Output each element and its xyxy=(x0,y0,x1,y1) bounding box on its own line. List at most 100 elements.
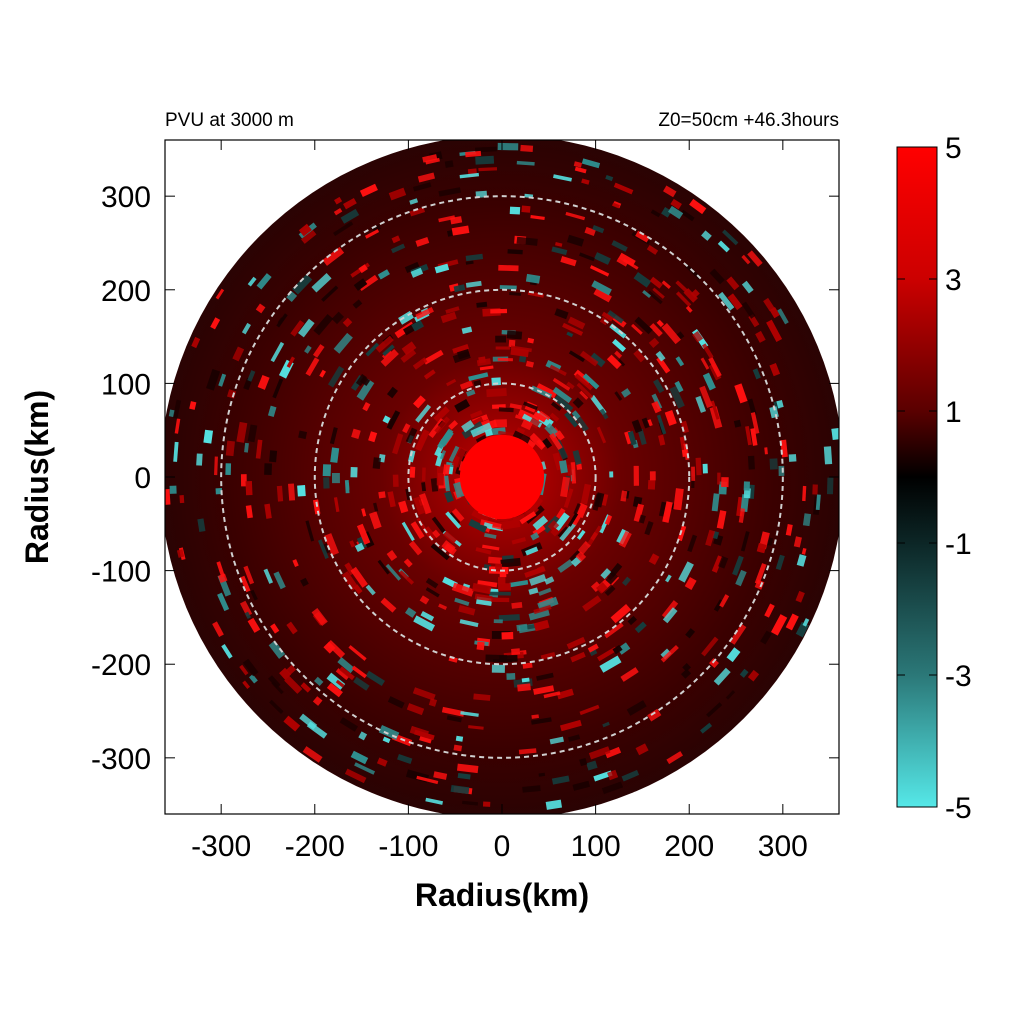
positive-pv-patch xyxy=(747,250,763,267)
positive-pv-patch xyxy=(764,603,775,618)
positive-pv-patch xyxy=(380,348,399,367)
positive-pv-patch xyxy=(179,495,185,504)
positive-pv-patch xyxy=(472,583,492,595)
positive-pv-patch xyxy=(523,502,539,517)
negative-pv-patch xyxy=(365,670,385,687)
positive-pv-patch xyxy=(409,466,416,478)
positive-pv-patch xyxy=(272,378,284,399)
positive-pv-patch xyxy=(562,322,584,336)
positive-pv-patch xyxy=(479,365,494,371)
positive-pv-patch xyxy=(570,462,577,484)
positive-pv-patch xyxy=(605,571,619,585)
positive-pv-patch xyxy=(633,349,646,363)
y-tick-label: 100 xyxy=(101,368,151,401)
positive-pv-patch xyxy=(388,187,407,201)
negative-pv-patch xyxy=(525,273,541,284)
positive-pv-patch xyxy=(269,450,278,463)
negative-pv-patch xyxy=(633,272,652,288)
x-tick-label: -300 xyxy=(191,830,251,863)
negative-pv-patch xyxy=(660,648,672,660)
positive-pv-patch xyxy=(487,556,502,565)
positive-pv-patch xyxy=(257,374,270,390)
positive-pv-patch xyxy=(350,566,368,588)
positive-pv-patch xyxy=(529,432,547,450)
negative-pv-patch xyxy=(621,576,631,586)
y-tick-label: -300 xyxy=(91,743,151,776)
negative-pv-patch xyxy=(409,198,419,205)
positive-pv-patch xyxy=(331,311,345,325)
positive-pv-patch xyxy=(681,449,688,457)
positive-pv-patch xyxy=(760,630,772,645)
positive-pv-patch xyxy=(413,496,426,515)
positive-pv-patch xyxy=(210,317,221,330)
positive-pv-patch xyxy=(530,214,545,221)
positive-pv-patch xyxy=(247,617,261,633)
negative-pv-patch xyxy=(589,352,606,368)
positive-pv-patch xyxy=(604,622,624,639)
negative-pv-patch xyxy=(249,674,258,684)
positive-pv-patch xyxy=(271,681,284,695)
y-axis-ticks: 300 200 100 0 -100 -200 -300 xyxy=(91,181,839,776)
positive-pv-patch xyxy=(604,585,616,597)
negative-pv-patch xyxy=(299,713,318,730)
negative-pv-patch xyxy=(413,615,436,632)
positive-pv-patch xyxy=(404,261,420,274)
negative-pv-patch xyxy=(453,481,465,498)
positive-pv-patch xyxy=(324,533,339,556)
positive-pv-patch xyxy=(446,378,457,387)
positive-pv-patch xyxy=(656,319,664,328)
positive-pv-patch xyxy=(401,341,417,356)
negative-pv-patch xyxy=(196,453,203,466)
y-tick-label: 200 xyxy=(101,275,151,308)
positive-pv-patch xyxy=(421,482,427,492)
colorbar: 5 3 1 -1 -3 -5 xyxy=(896,132,972,825)
negative-pv-patch xyxy=(292,274,313,295)
positive-pv-patch xyxy=(239,664,249,676)
negative-pv-patch xyxy=(311,273,332,293)
negative-pv-patch xyxy=(331,472,340,484)
positive-pv-patch xyxy=(428,698,438,707)
positive-pv-patch xyxy=(618,530,632,548)
positive-pv-patch xyxy=(511,537,526,545)
positive-pv-patch xyxy=(392,474,399,487)
negative-pv-patch xyxy=(553,394,574,413)
negative-pv-patch xyxy=(525,546,539,556)
negative-pv-patch xyxy=(674,380,684,393)
negative-pv-patch xyxy=(743,488,751,499)
negative-pv-patch xyxy=(434,263,450,274)
positive-pv-patch xyxy=(627,615,637,626)
negative-pv-patch xyxy=(701,230,712,241)
positive-pv-patch xyxy=(419,493,432,515)
positive-pv-patch xyxy=(215,288,225,300)
negative-pv-patch xyxy=(566,331,574,338)
negative-pv-patch xyxy=(678,561,694,583)
negative-pv-patch xyxy=(328,366,345,388)
negative-pv-patch xyxy=(823,446,833,465)
positive-pv-patch xyxy=(692,330,704,343)
negative-pv-patch xyxy=(499,285,517,290)
positive-pv-patch xyxy=(511,648,521,656)
positive-pv-patch xyxy=(356,523,371,545)
positive-pv-patch xyxy=(359,183,378,197)
positive-pv-patch xyxy=(286,356,295,368)
positive-pv-patch xyxy=(405,427,418,444)
positive-pv-patch xyxy=(709,268,725,285)
positive-pv-patch xyxy=(302,746,323,763)
positive-pv-patch xyxy=(522,785,541,793)
negative-pv-patch xyxy=(256,273,272,290)
negative-pv-patch xyxy=(382,415,391,424)
positive-pv-patch xyxy=(708,356,722,378)
positive-pv-patch xyxy=(601,311,614,322)
colorbar-tick-label: 1 xyxy=(945,396,962,429)
positive-pv-patch xyxy=(631,419,643,434)
negative-pv-patch xyxy=(356,536,368,550)
negative-pv-patch xyxy=(532,515,549,531)
positive-pv-patch xyxy=(573,369,592,386)
positive-pv-patch xyxy=(620,490,628,502)
positive-pv-patch xyxy=(298,223,312,237)
positive-pv-patch xyxy=(335,679,345,688)
positive-pv-patch xyxy=(425,587,440,598)
negative-pv-patch xyxy=(218,373,227,387)
positive-pv-patch xyxy=(333,207,343,216)
positive-pv-patch xyxy=(700,357,710,370)
